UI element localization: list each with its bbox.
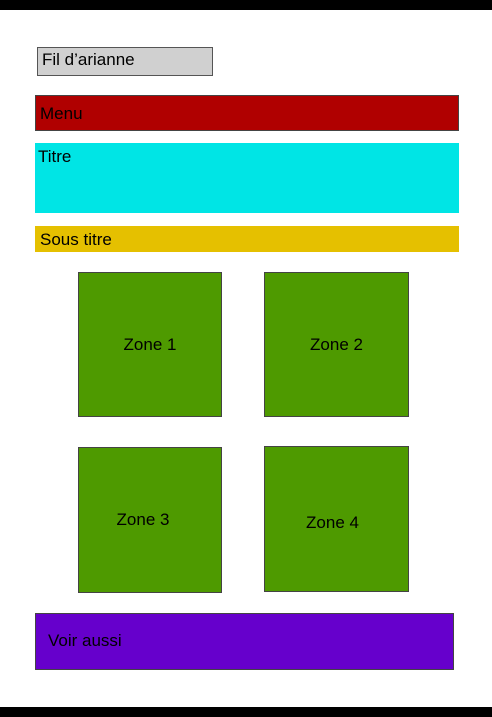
subtitle-block: Sous titre [35, 226, 459, 252]
zone-3-block: Zone 3 [78, 447, 222, 593]
menu-block: Menu [35, 95, 459, 131]
zone-1-label: Zone 1 [123, 335, 177, 354]
title-label: Titre [38, 147, 72, 166]
wireframe-canvas: Fil d’arianne Menu Titre Sous titre Zone… [0, 10, 492, 707]
breadcrumb-block: Fil d’arianne [37, 47, 213, 76]
see-also-label: Voir aussi [48, 631, 122, 650]
subtitle-label: Sous titre [40, 230, 112, 249]
breadcrumb-label: Fil d’arianne [42, 50, 135, 69]
zone-2-label: Zone 2 [310, 335, 363, 354]
menu-label: Menu [40, 104, 83, 123]
zone-2-block: Zone 2 [264, 272, 409, 417]
see-also-block: Voir aussi [35, 613, 454, 670]
title-block: Titre [35, 143, 459, 213]
zone-4-block: Zone 4 [264, 446, 409, 592]
zone-3-label: Zone 3 [116, 509, 170, 529]
zone-1-block: Zone 1 [78, 272, 222, 417]
zone-4-label: Zone 4 [306, 512, 359, 532]
